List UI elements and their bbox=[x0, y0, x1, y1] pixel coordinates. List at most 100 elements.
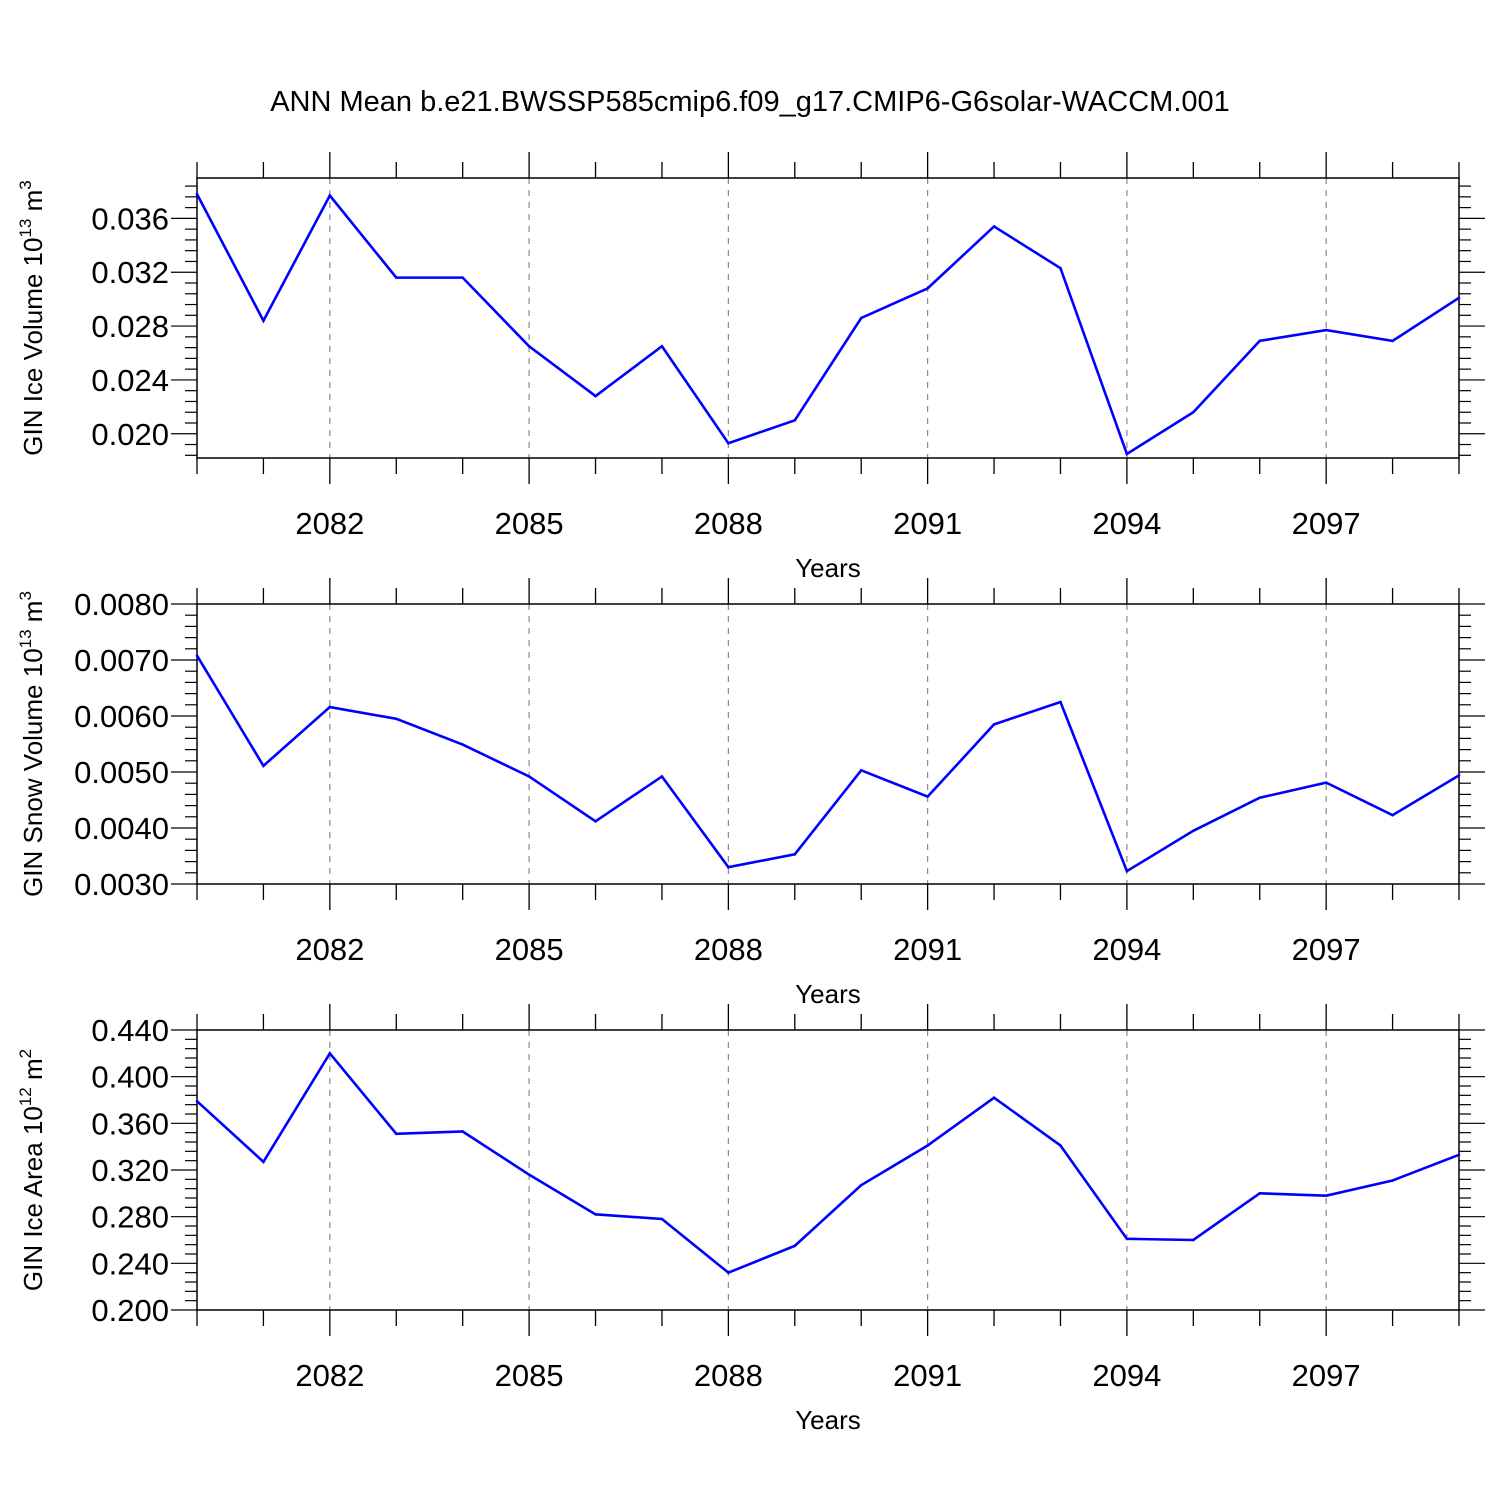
y-axis-label: GIN Ice Area 1012 m2 bbox=[16, 1049, 48, 1291]
data-point bbox=[461, 276, 464, 279]
data-point bbox=[727, 441, 730, 445]
y-tick-label: 0.028 bbox=[91, 309, 169, 344]
x-tick-label: 2094 bbox=[1092, 932, 1161, 967]
x-axis-label: Years bbox=[795, 553, 861, 583]
y-axis-label-superscript: 13 bbox=[16, 629, 35, 648]
x-tick-label: 2091 bbox=[893, 506, 962, 541]
data-point bbox=[1324, 328, 1328, 332]
data-point bbox=[394, 1132, 398, 1136]
panel-ice-volume: 0.020 0.024 0.028 0.032 0.036 2082 2085 2088 209… bbox=[16, 152, 1485, 583]
y-axis-label-superscript: 2 bbox=[16, 1049, 35, 1058]
panel-ice-area: 0.200 0.240 0.280 0.320 0.360 0.400 0.440 2082 2… bbox=[16, 1004, 1485, 1435]
data-point bbox=[594, 819, 597, 823]
y-axis-label-text: GIN Ice Volume 10 bbox=[18, 238, 48, 456]
data-point bbox=[992, 1096, 996, 1099]
data-point bbox=[660, 344, 664, 348]
data-point bbox=[660, 775, 664, 778]
data-point bbox=[1457, 774, 1461, 777]
data-series-line bbox=[196, 1051, 1460, 1275]
x-tick-label: 2094 bbox=[1092, 506, 1161, 541]
y-tick-label: 0.0080 bbox=[74, 587, 169, 622]
data-point bbox=[461, 1130, 464, 1133]
x-tick-label: 2082 bbox=[295, 506, 364, 541]
data-point bbox=[195, 1099, 199, 1103]
figure-title: ANN Mean b.e21.BWSSP585cmip6.f09_g17.CMI… bbox=[270, 86, 1230, 118]
data-point bbox=[1192, 829, 1195, 833]
y-tick-label: 0.440 bbox=[91, 1013, 169, 1048]
panel-snow-volume: 0.0030 0.0040 0.0050 0.0060 0.0070 0.0080 2082… bbox=[16, 578, 1485, 1009]
data-point bbox=[195, 192, 199, 196]
x-tick-label: 2097 bbox=[1292, 1358, 1361, 1393]
x-tick-label: 2091 bbox=[893, 1358, 962, 1393]
data-point bbox=[727, 1271, 730, 1274]
x-tick-label: 2097 bbox=[1292, 506, 1361, 541]
data-point bbox=[461, 743, 464, 746]
x-tick-label: 2082 bbox=[295, 1358, 364, 1393]
x-tick-label: 2088 bbox=[694, 1358, 763, 1393]
y-axis-label-text: GIN Ice Area 10 bbox=[18, 1106, 48, 1291]
y-axis-label: GIN Ice Volume 1013 m3 bbox=[16, 180, 48, 456]
y-axis-label-text: m bbox=[18, 1058, 48, 1087]
data-point bbox=[527, 1173, 531, 1176]
y-axis-label-superscript: 3 bbox=[16, 180, 35, 189]
data-point bbox=[1192, 1238, 1195, 1242]
data-point bbox=[1457, 1153, 1461, 1157]
x-tick-label: 2085 bbox=[495, 932, 564, 967]
y-tick-label: 0.032 bbox=[91, 255, 169, 290]
data-point bbox=[262, 319, 265, 322]
data-point bbox=[527, 344, 531, 348]
data-point bbox=[1324, 1194, 1328, 1197]
data-point bbox=[1125, 1237, 1129, 1241]
y-tick-label: 0.360 bbox=[91, 1106, 169, 1141]
y-axis-label-text: m bbox=[18, 601, 48, 630]
y-axis-label: GIN Snow Volume 1013 m3 bbox=[16, 591, 48, 897]
data-point bbox=[859, 1183, 863, 1187]
data-point bbox=[1391, 813, 1394, 817]
data-point bbox=[1391, 339, 1394, 343]
y-tick-label: 0.0050 bbox=[74, 755, 169, 790]
data-point bbox=[328, 1052, 332, 1055]
data-point bbox=[992, 225, 996, 228]
data-point bbox=[1059, 700, 1062, 704]
data-point bbox=[1059, 266, 1062, 270]
x-tick-label: 2085 bbox=[495, 1358, 564, 1393]
y-tick-label: 0.320 bbox=[91, 1153, 169, 1188]
data-point bbox=[1391, 1179, 1394, 1182]
data-point bbox=[527, 775, 531, 778]
y-axis-label-superscript: 13 bbox=[16, 219, 35, 238]
data-point bbox=[394, 717, 398, 721]
y-tick-label: 0.020 bbox=[91, 417, 169, 452]
y-tick-label: 0.0040 bbox=[74, 811, 169, 846]
y-tick-label: 0.0070 bbox=[74, 643, 169, 678]
y-tick-label: 0.036 bbox=[91, 201, 169, 236]
x-tick-label: 2082 bbox=[295, 932, 364, 967]
data-point bbox=[793, 1244, 797, 1248]
y-tick-label: 0.280 bbox=[91, 1200, 169, 1235]
data-series-line bbox=[195, 193, 1460, 456]
data-series-line bbox=[195, 654, 1460, 874]
y-tick-label: 0.024 bbox=[91, 363, 169, 398]
plot-frame bbox=[196, 177, 1460, 459]
y-axis-label-text: m bbox=[18, 190, 48, 219]
data-point bbox=[262, 764, 265, 768]
x-tick-label: 2094 bbox=[1092, 1358, 1161, 1393]
data-point bbox=[394, 276, 398, 279]
data-point bbox=[594, 1213, 597, 1216]
data-point bbox=[1457, 296, 1461, 300]
data-point bbox=[926, 287, 929, 290]
y-tick-label: 0.240 bbox=[91, 1246, 169, 1281]
data-point bbox=[1125, 869, 1129, 873]
x-tick-label: 2091 bbox=[893, 932, 962, 967]
data-point bbox=[1125, 452, 1129, 456]
data-point bbox=[262, 1160, 265, 1164]
data-point bbox=[328, 705, 332, 709]
y-axis-label-text: GIN Snow Volume 10 bbox=[18, 648, 48, 897]
data-point bbox=[328, 194, 332, 197]
data-point bbox=[1059, 1144, 1062, 1147]
x-axis-label: Years bbox=[795, 979, 861, 1009]
data-point bbox=[1258, 796, 1262, 800]
data-point bbox=[793, 419, 797, 422]
x-tick-label: 2088 bbox=[694, 932, 763, 967]
y-tick-label: 0.400 bbox=[91, 1060, 169, 1095]
x-axis-label: Years bbox=[795, 1405, 861, 1435]
